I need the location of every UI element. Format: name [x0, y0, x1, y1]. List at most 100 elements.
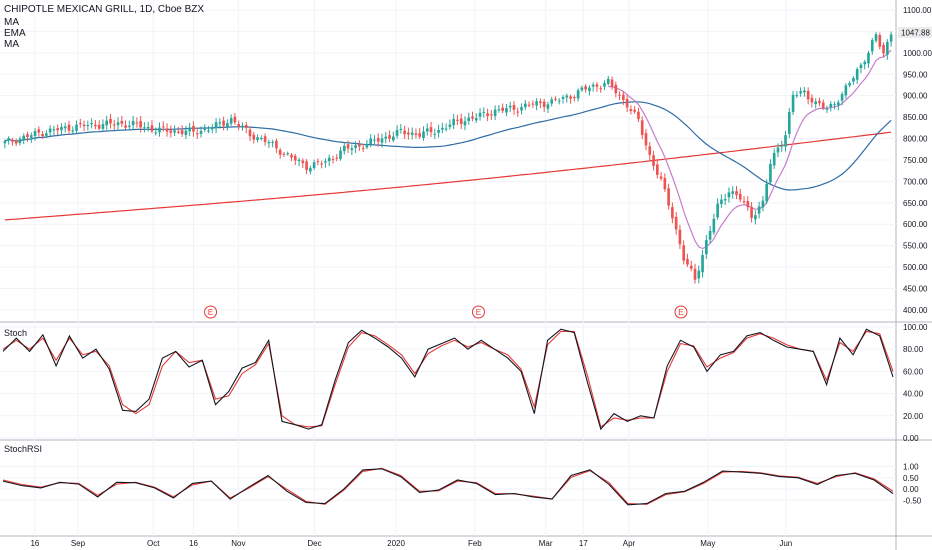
price-tick-label: 700.00 — [903, 177, 928, 186]
candle — [501, 103, 505, 114]
candle — [271, 139, 274, 148]
candle — [150, 120, 154, 134]
price-tick-label: 900.00 — [903, 92, 928, 101]
candle — [471, 111, 474, 122]
price-tick-label: 450.00 — [903, 284, 928, 293]
candle — [750, 202, 753, 223]
candle — [474, 113, 478, 123]
candle — [301, 158, 305, 169]
candle — [226, 119, 229, 131]
price-tick-label: 1100.00 — [903, 6, 932, 15]
candle — [143, 122, 146, 133]
candle — [146, 121, 150, 132]
time-tick-label: Jun — [779, 539, 792, 548]
legend-ma-2[interactable]: MA — [4, 39, 19, 50]
time-tick-label: Mar — [539, 539, 553, 548]
candle — [546, 101, 550, 113]
candle — [11, 137, 14, 146]
candle — [836, 99, 840, 111]
price-tick-label: 650.00 — [903, 199, 928, 208]
candle — [829, 101, 833, 112]
candle — [754, 210, 757, 225]
candle — [697, 265, 701, 284]
candle — [588, 85, 591, 96]
candle — [14, 138, 18, 147]
candle — [3, 139, 7, 149]
price-tick-label: 950.00 — [903, 70, 928, 79]
candle — [678, 224, 682, 249]
time-tick-label: Dec — [307, 539, 321, 548]
candle — [184, 125, 188, 140]
candle — [324, 158, 327, 168]
stochrsi-axis: 1.00 0.50 0.00 -0.50 — [903, 463, 922, 506]
candle — [814, 98, 818, 109]
candle — [535, 98, 538, 111]
candle — [45, 130, 48, 139]
candle — [165, 123, 169, 137]
candle — [316, 158, 320, 166]
candle — [772, 148, 776, 169]
candle — [584, 84, 587, 93]
candle — [784, 130, 787, 152]
legend-ema[interactable]: EMA — [4, 28, 26, 39]
candle — [361, 143, 365, 152]
candle — [195, 128, 199, 139]
stoch-tick-label: 100.00 — [903, 323, 928, 332]
candle — [712, 213, 716, 236]
time-tick-label: Sep — [71, 539, 86, 548]
earnings-marker[interactable]: E — [471, 305, 485, 319]
candle — [350, 144, 354, 156]
stoch-k-line — [2, 328, 894, 431]
candle — [863, 59, 867, 70]
candle — [659, 171, 663, 181]
candle — [278, 147, 282, 159]
candle — [625, 95, 629, 112]
candle — [275, 138, 278, 154]
candle — [425, 123, 429, 136]
candle — [765, 179, 768, 205]
stochrsi-label[interactable]: StochRSI — [4, 444, 42, 454]
candle — [233, 112, 237, 125]
candle — [776, 143, 780, 158]
candle — [342, 142, 346, 155]
candle — [135, 117, 139, 128]
candle — [388, 130, 391, 143]
candle — [131, 115, 135, 130]
candle — [373, 135, 376, 145]
stoch-tick-label: 40.00 — [903, 390, 924, 399]
candle — [723, 193, 727, 206]
candle — [309, 165, 312, 175]
candle — [441, 122, 444, 134]
candle — [214, 118, 218, 134]
candle — [742, 196, 746, 205]
candle — [429, 122, 433, 138]
candle — [267, 139, 271, 148]
candle — [67, 120, 71, 134]
candle — [312, 159, 316, 170]
candle — [365, 139, 369, 150]
candle — [56, 124, 60, 136]
time-tick-label: Apr — [623, 539, 636, 548]
candle — [731, 186, 735, 199]
candle — [821, 99, 825, 110]
earnings-marker[interactable]: E — [674, 305, 688, 319]
earnings-marker[interactable]: E — [204, 305, 218, 319]
candle — [369, 134, 373, 148]
candle — [859, 62, 863, 74]
stoch-label[interactable]: Stoch — [4, 328, 27, 338]
candle — [444, 123, 448, 132]
candle — [855, 67, 859, 84]
candle — [746, 196, 750, 211]
candle — [327, 154, 331, 167]
stoch-pane — [2, 328, 894, 431]
candle — [799, 87, 802, 97]
candle — [109, 114, 112, 129]
candle — [452, 113, 455, 130]
legend-ma-1[interactable]: MA — [4, 17, 19, 28]
candle — [158, 122, 161, 137]
last-price-tag: 1047.88 — [898, 27, 932, 38]
price-tick-label: 850.00 — [903, 113, 928, 122]
time-tick-label: Feb — [468, 539, 482, 548]
